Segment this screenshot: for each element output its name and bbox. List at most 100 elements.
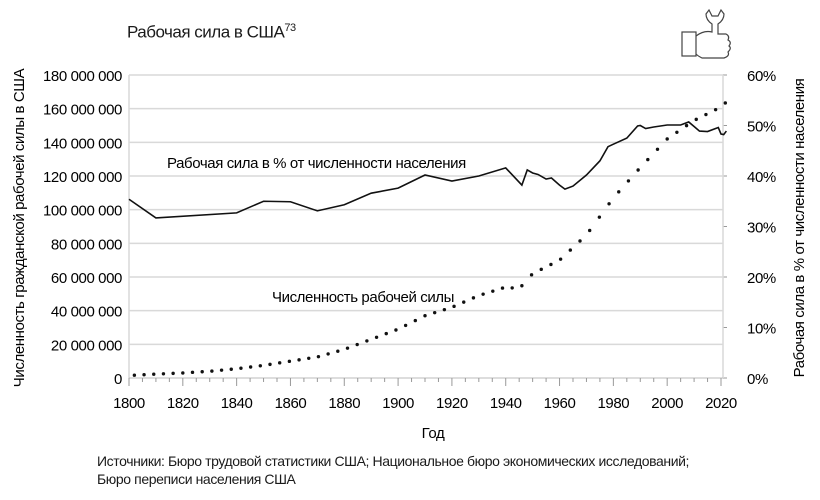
labor-force-dot (646, 157, 650, 162)
y-tick-label: 120 000 000 (43, 169, 122, 186)
labor-force-dot (210, 369, 214, 373)
labor-force-dot (675, 130, 679, 135)
y-tick-label: 40 000 000 (51, 304, 122, 321)
labor-force-dot (394, 328, 398, 332)
labor-force-dot (142, 373, 146, 377)
labor-force-dot (326, 352, 330, 356)
labor-force-dot (481, 292, 485, 296)
labor-force-dot (597, 215, 602, 219)
labor-force-dot (423, 314, 427, 318)
labor-force-dot (626, 179, 631, 183)
y-right-tick-label: 10% (747, 321, 776, 338)
y-tick-label: 180 000 000 (43, 68, 122, 85)
y-right-tick-label: 60% (747, 68, 776, 85)
annotation-participation-rate: Рабочая сила в % от численности населени… (167, 155, 466, 172)
labor-force-dot (684, 123, 689, 128)
labor-force-dot (152, 372, 156, 376)
labor-force-dot (432, 310, 437, 315)
annotation-labor-force: Численность рабочей силы (272, 289, 454, 306)
sources-line-1: Источники: Бюро трудовой статистики США;… (97, 453, 690, 469)
labor-force-dot (636, 168, 640, 172)
labor-force-dot (268, 362, 272, 367)
y-right-tick-label: 40% (747, 169, 776, 186)
labor-force-dot (529, 273, 534, 277)
labor-force-dot (307, 356, 311, 361)
x-tick-label: 1940 (490, 395, 522, 412)
labor-force-dot (558, 257, 563, 261)
labor-force-dot (655, 147, 660, 151)
labor-force-dot (713, 107, 718, 112)
labor-force-dot (462, 300, 466, 304)
labor-force-dot (239, 366, 243, 370)
y-tick-label: 160 000 000 (43, 102, 122, 119)
labor-force-dot (384, 331, 388, 336)
labor-force-dot (442, 307, 447, 312)
labor-force-dot (549, 262, 553, 267)
labor-force-dot (365, 339, 369, 343)
labor-force-dot (665, 137, 669, 141)
labor-force-dot (297, 358, 301, 362)
labor-force-dot (539, 267, 543, 272)
x-tick-label: 1960 (544, 395, 576, 412)
labor-force-dot (258, 364, 263, 368)
footnote-marker: 73 (284, 22, 296, 34)
labor-force-dot (190, 370, 195, 375)
x-tick-label: 2000 (651, 395, 683, 412)
labor-force-dot (723, 101, 728, 105)
labor-force-dot (345, 346, 350, 350)
y-tick-label: 0 (114, 371, 122, 388)
x-tick-label: 1900 (382, 395, 414, 412)
x-tick-label: 1800 (113, 395, 145, 412)
x-tick-label: 1840 (221, 395, 253, 412)
labor-force-dot (578, 239, 582, 243)
labor-force-dot (200, 370, 204, 374)
x-axis-title: Год (422, 425, 445, 442)
y-axis-title: Численность гражданской рабочей силы в С… (11, 68, 28, 387)
hand-wrench-icon (681, 8, 731, 59)
y-right-tick-label: 0% (747, 371, 768, 388)
labor-force-dot (704, 112, 708, 117)
y-tick-label: 100 000 000 (43, 203, 122, 220)
labor-force-dot (132, 373, 137, 377)
labor-force-chart: 0 20 000 000 40 000 000 60 000 000 80 000 00… (11, 68, 808, 442)
labor-force-dot (413, 318, 418, 323)
x-tick-label: 1980 (597, 395, 629, 412)
labor-force-dot (607, 202, 611, 206)
y-tick-label: 60 000 000 (51, 270, 122, 287)
labor-force-dot (491, 289, 495, 293)
labor-force-dot (694, 117, 698, 122)
labor-force-dot (374, 335, 379, 339)
x-tick-label: 1920 (436, 395, 468, 412)
labor-force-dot (181, 371, 185, 375)
labor-force-dot (248, 365, 253, 369)
x-tick-label: 1880 (328, 395, 360, 412)
labor-force-dot (568, 248, 573, 252)
labor-force-dot (229, 367, 233, 371)
x-tick-label: 1820 (167, 395, 199, 412)
participation-rate-line (128, 121, 728, 219)
x-tick-label: 2020 (705, 395, 737, 412)
x-tick-label: 1860 (275, 395, 307, 412)
labor-force-dot (316, 354, 321, 359)
labor-force-dot (520, 284, 524, 288)
y-right-axis-title: Рабочая сила в % от численности населени… (791, 78, 808, 377)
sources-line-2: Бюро переписи населения США (97, 471, 296, 487)
labor-force-dot (171, 371, 175, 376)
y-tick-label: 20 000 000 (51, 337, 122, 354)
labor-force-dot (355, 342, 359, 347)
labor-force-dot (452, 304, 456, 309)
labor-force-dot (587, 228, 592, 233)
y-right-tick-label: 30% (747, 220, 776, 237)
labor-force-dot (219, 368, 224, 372)
labor-force-dot (510, 286, 514, 290)
labor-force-dot (277, 361, 282, 365)
labor-force-dot (403, 323, 408, 328)
labor-force-dot (161, 372, 166, 376)
y-tick-label: 80 000 000 (51, 236, 122, 253)
chart-title: Рабочая сила в США73 (127, 22, 296, 43)
labor-force-dot (617, 190, 621, 194)
y-tick-label: 140 000 000 (43, 135, 122, 152)
labor-force-dot (287, 359, 292, 364)
labor-force-dot (500, 286, 505, 290)
y-right-tick-label: 50% (747, 119, 776, 136)
